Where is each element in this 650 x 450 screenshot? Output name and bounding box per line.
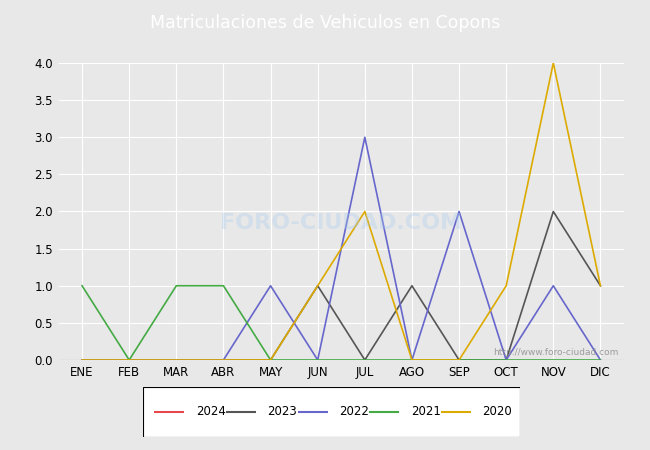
Text: 2023: 2023 — [267, 405, 297, 418]
Text: 2020: 2020 — [482, 405, 512, 418]
Text: 2021: 2021 — [411, 405, 441, 418]
Text: Matriculaciones de Vehiculos en Copons: Matriculaciones de Vehiculos en Copons — [150, 14, 500, 32]
Text: 2024: 2024 — [196, 405, 226, 418]
Text: http://www.foro-ciudad.com: http://www.foro-ciudad.com — [493, 348, 618, 357]
Text: 2022: 2022 — [339, 405, 369, 418]
Text: FORO-CIUDAD.COM: FORO-CIUDAD.COM — [220, 213, 462, 234]
